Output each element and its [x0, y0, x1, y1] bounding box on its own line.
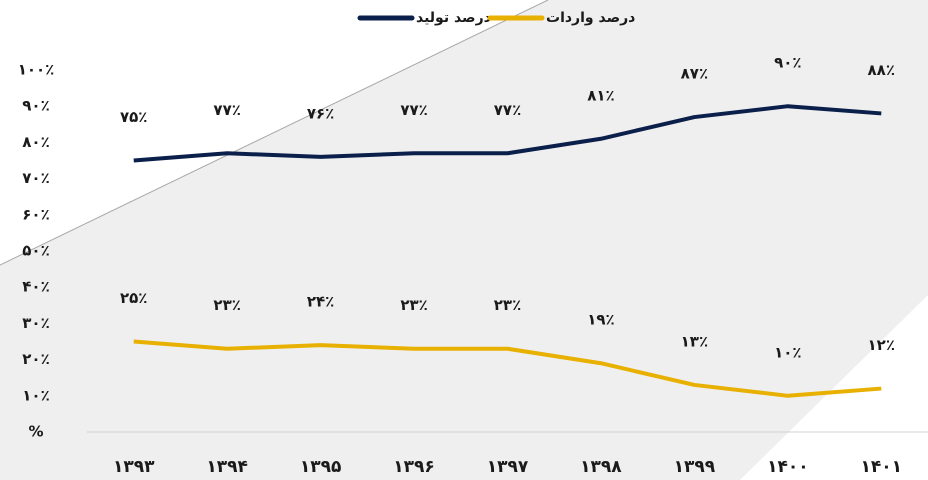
- x-tick-label: ۱۳۹۶: [393, 457, 435, 477]
- data-label: ۷۷٪: [400, 101, 427, 119]
- data-label: ۷۵٪: [120, 108, 147, 126]
- x-tick-label: ۱۳۹۹: [674, 457, 716, 477]
- y-tick-label: ۱۰٪: [22, 386, 49, 404]
- x-tick-label: ۱۳۹۴: [206, 457, 248, 477]
- data-label: ۲۳٪: [494, 296, 521, 314]
- data-label: ۹۰٪: [774, 54, 801, 72]
- data-label: ۱۳٪: [681, 332, 708, 350]
- x-tick-label: ۱۳۹۳: [113, 457, 155, 477]
- y-tick-label: ۷۰٪: [22, 169, 49, 187]
- y-tick-label: %: [28, 423, 43, 441]
- y-tick-label: ۳۰٪: [22, 314, 49, 332]
- data-label: ۲۵٪: [120, 289, 147, 307]
- y-tick-label: ۹۰٪: [22, 97, 49, 115]
- y-tick-label: ۸۰٪: [22, 133, 49, 151]
- y-tick-label: ۴۰٪: [22, 278, 49, 296]
- series-line: [133, 104, 882, 163]
- data-label: ۷۷٪: [213, 101, 240, 119]
- data-label: ۲۳٪: [213, 296, 240, 314]
- legend-label: درصد تولید: [416, 10, 491, 26]
- y-tick-label: ۲۰٪: [22, 350, 49, 368]
- data-label: ۲۴٪: [307, 293, 334, 311]
- data-label: ۱۰٪: [774, 343, 801, 361]
- data-label: ۲۳٪: [400, 296, 427, 314]
- y-tick-label: ۵۰٪: [22, 242, 49, 260]
- decor-line: [0, 0, 549, 266]
- data-label: ۷۷٪: [494, 101, 521, 119]
- data-label: ۷۶٪: [307, 104, 334, 122]
- data-label: ۸۸٪: [868, 61, 895, 79]
- y-tick-label: ۱۰۰٪: [18, 61, 55, 79]
- x-tick-label: ۱۴۰۱: [861, 457, 903, 477]
- legend-label: درصد واردات: [546, 10, 635, 26]
- series-line: [133, 339, 882, 398]
- x-tick-label: ۱۳۹۵: [300, 457, 342, 477]
- data-label: ۱۲٪: [868, 336, 895, 354]
- x-tick-label: ۱۴۰۰: [767, 457, 809, 477]
- y-tick-label: ۶۰٪: [22, 205, 49, 223]
- x-tick-label: ۱۳۹۸: [580, 457, 622, 477]
- x-tick-label: ۱۳۹۷: [487, 457, 529, 477]
- data-label: ۱۹٪: [587, 311, 614, 329]
- data-label: ۸۱٪: [587, 86, 614, 104]
- data-label: ۸۷٪: [681, 65, 708, 83]
